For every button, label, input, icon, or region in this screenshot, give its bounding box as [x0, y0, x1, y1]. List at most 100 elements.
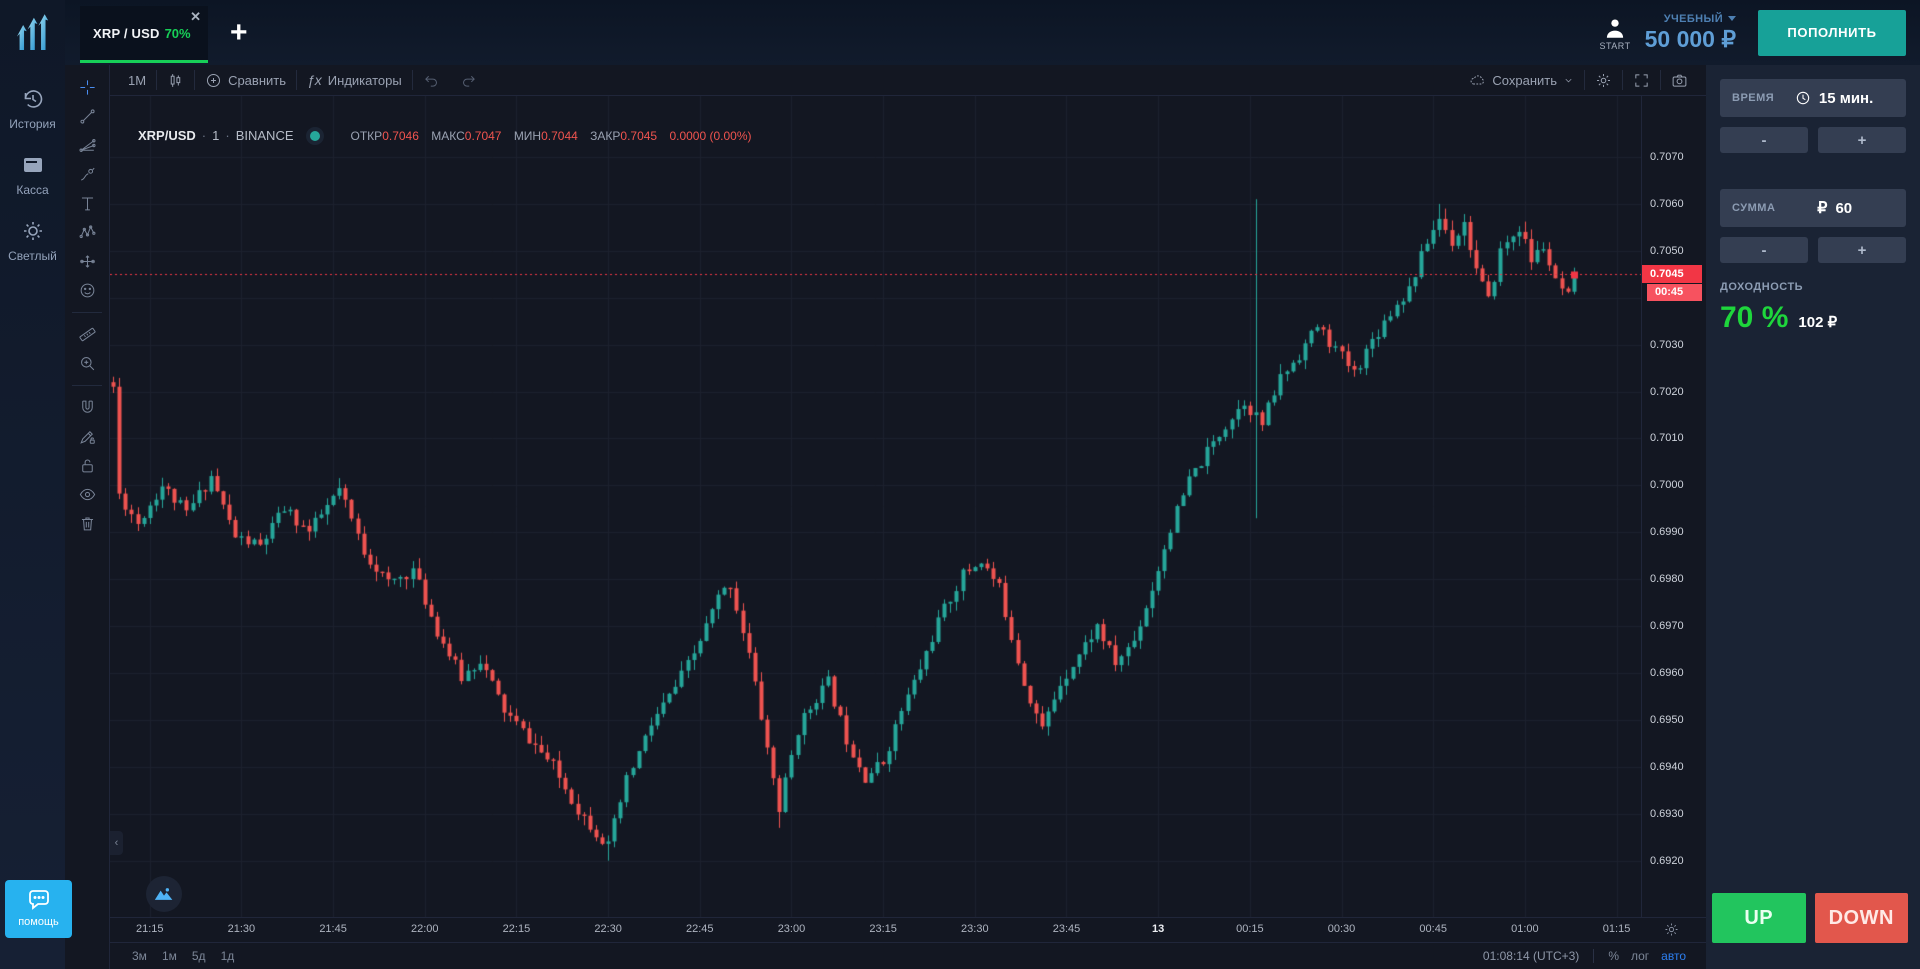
time-field[interactable]: ВРЕМЯ 15 мин. [1720, 79, 1906, 117]
sidebar-item-theme-light[interactable]: Светлый [0, 219, 65, 263]
save-layout-button[interactable]: Сохранить [1459, 65, 1584, 95]
tab-symbol: XRP / USD [93, 25, 160, 41]
range-1m-button[interactable]: 1м [161, 949, 177, 963]
amount-field-value-group: ₽ 60 [1775, 198, 1894, 218]
payout-amount: 102 ₽ [1798, 314, 1838, 331]
amount-plus-button[interactable]: + [1818, 237, 1906, 263]
time-tick-label: 00:45 [1419, 923, 1447, 935]
zoom-in-tool-button[interactable] [70, 349, 104, 378]
payout-label: ДОХОДНОСТЬ [1720, 281, 1804, 293]
help-label: помощь [18, 916, 59, 928]
price-axis[interactable]: 0.7045 00:45 0.70700.70600.70500.70400.7… [1641, 96, 1706, 917]
gear-icon [1665, 923, 1678, 936]
time-tick-label: 21:15 [135, 923, 164, 935]
down-button[interactable]: DOWN [1814, 893, 1908, 943]
fib-tool-button[interactable] [70, 131, 104, 160]
sidebar-item-cashier[interactable]: Касса [0, 153, 65, 197]
range-5d-button[interactable]: 5д [191, 949, 206, 963]
change-value: 0.0000 (0.00%) [669, 128, 752, 143]
clock-utc[interactable]: 01:08:14 (UTC+3) [1482, 949, 1580, 963]
screenshot-button[interactable] [1661, 65, 1698, 95]
remove-drawings-button[interactable] [70, 509, 104, 538]
redo-icon [462, 75, 475, 87]
redo-button[interactable] [450, 65, 487, 95]
deposit-button[interactable]: ПОПОЛНИТЬ [1758, 9, 1906, 56]
time-axis[interactable]: 21:15 21:30 21:45 22:00 22:15 22:30 22:45 23:00… [110, 917, 1706, 942]
chart-settings-button[interactable] [1585, 65, 1622, 95]
high-value: 0.7047 [464, 128, 502, 143]
axis-settings-button[interactable] [1663, 921, 1680, 941]
sidebar-item-label: Светлый [8, 249, 57, 263]
time-tick-label: 22:00 [410, 923, 439, 935]
time-field-label: ВРЕМЯ [1732, 92, 1775, 104]
range-3m-button[interactable]: 3м [132, 949, 147, 963]
legend-separator: · [201, 128, 207, 143]
add-tab-button[interactable]: + [230, 15, 248, 49]
legend-separator: · [225, 128, 230, 143]
asset-tab[interactable]: ✕ XRP / USD 70% [80, 6, 208, 63]
account-menu[interactable]: START УЧЕБНЫЙ 50 000 ₽ [1599, 13, 1736, 53]
account-type-dropdown[interactable]: УЧЕБНЫЙ [1664, 13, 1736, 25]
footer-divider [1593, 949, 1595, 963]
forecast-tool-button[interactable] [70, 247, 104, 276]
sun-icon [23, 222, 42, 240]
time-plus-button[interactable]: + [1818, 127, 1906, 153]
interval-button[interactable]: 1M [118, 65, 156, 95]
chart-style-button[interactable] [157, 65, 194, 95]
lock-drawings-button[interactable] [70, 451, 104, 480]
collapse-panel-handle[interactable]: ‹ [110, 831, 123, 855]
time-tick-label: 01:15 [1602, 923, 1631, 935]
price-tick-label: 0.6960 [1650, 667, 1684, 680]
close-value: 0.7045 [620, 128, 658, 143]
trade-actions: UP DOWN [1712, 893, 1908, 943]
price-tick-label: 0.6950 [1650, 713, 1684, 726]
price-tick-label: 0.7010 [1650, 432, 1684, 445]
ruble-icon: ₽ [1817, 200, 1828, 217]
amount-minus-button[interactable]: - [1720, 237, 1808, 263]
magnet-mode-button[interactable] [70, 393, 104, 422]
time-tick-label: 23:45 [1052, 923, 1081, 935]
emoji-tool-button[interactable] [70, 276, 104, 305]
account-type-label: УЧЕБНЫЙ [1663, 12, 1723, 25]
percent-scale-button[interactable]: % [1608, 949, 1619, 963]
up-button[interactable]: UP [1712, 893, 1806, 943]
compare-button[interactable]: Сравнить [195, 65, 296, 95]
range-1d-button[interactable]: 1д [220, 949, 235, 963]
cloud-icon [1471, 74, 1485, 85]
candles-icon [170, 73, 181, 87]
chart-plot[interactable]: XRP/USD · 1 · BINANCE ОТКР0.7046 МАКС0.7… [110, 96, 1641, 917]
measure-tool-button[interactable] [70, 320, 104, 349]
chart-logo-button[interactable] [146, 876, 182, 912]
help-button[interactable]: помощь [5, 880, 72, 938]
text-tool-button[interactable] [70, 189, 104, 218]
log-scale-button[interactable]: лог [1630, 949, 1650, 963]
trade-panel: ВРЕМЯ 15 мин. - + СУММА ₽ 60 - + [1706, 65, 1920, 969]
close-tab-icon[interactable]: ✕ [190, 9, 201, 24]
open-value: 0.7046 [382, 128, 419, 143]
toolbar-divider [1622, 70, 1623, 90]
auto-scale-button[interactable]: авто [1661, 949, 1686, 963]
close-label: ЗАКР [590, 128, 621, 143]
brand-logo[interactable] [0, 0, 65, 65]
fullscreen-button[interactable] [1623, 65, 1660, 95]
sidebar-item-label: История [9, 117, 56, 131]
brush-tool-button[interactable] [70, 160, 104, 189]
undo-button[interactable] [413, 65, 450, 95]
price-tick-label: 0.6980 [1650, 573, 1684, 586]
time-tick-label: 13 [1152, 923, 1165, 935]
candlestick-chart-canvas[interactable] [110, 96, 1641, 917]
amount-field[interactable]: СУММА ₽ 60 [1720, 189, 1906, 227]
compare-plus-icon [207, 73, 221, 87]
indicators-button[interactable]: ƒx Индикаторы [297, 65, 412, 95]
drawing-mode-lock-button[interactable] [70, 422, 104, 451]
hide-drawings-button[interactable] [70, 480, 104, 509]
trend-line-tool-button[interactable] [70, 102, 104, 131]
sidebar-item-history[interactable]: История [0, 87, 65, 131]
avatar[interactable]: START [1599, 15, 1630, 51]
crosshair-tool-button[interactable] [70, 73, 104, 102]
toolbar-divider [1660, 70, 1661, 90]
time-tick-label: 01:00 [1511, 923, 1539, 935]
time-minus-button[interactable]: - [1720, 127, 1808, 153]
undo-icon [424, 75, 437, 87]
xabcd-pattern-tool-button[interactable] [70, 218, 104, 247]
